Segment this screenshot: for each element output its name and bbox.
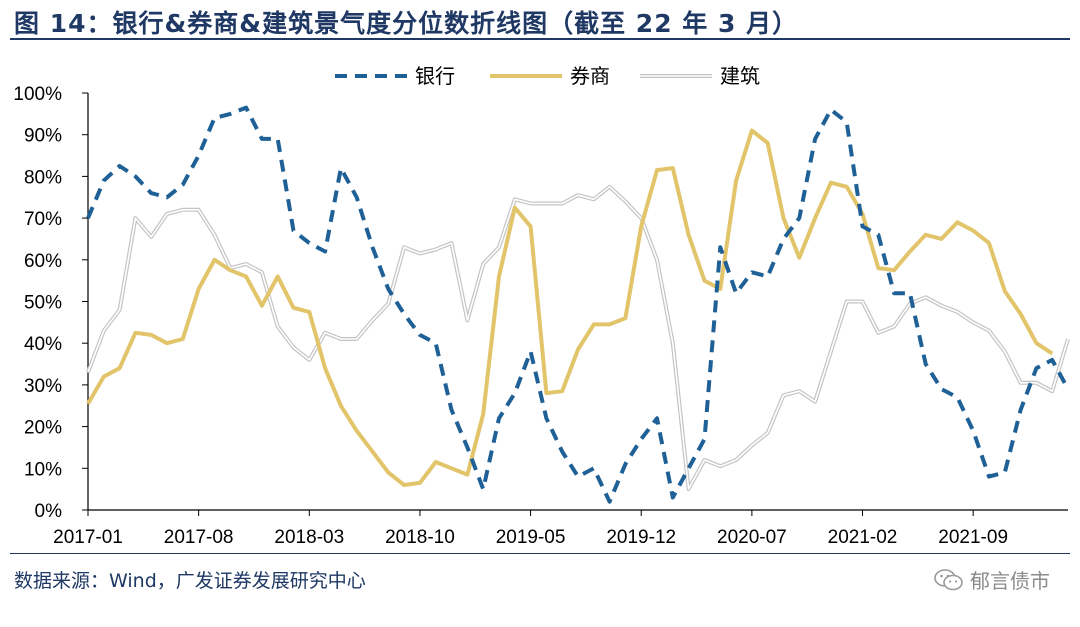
y-tick-label: 80% [24, 167, 62, 188]
series-layer [86, 105, 1070, 504]
line-chart: 0% 10% 20% 30% 40% 50% 60% 70% 80% 90% 100% 2017-01… [13, 64, 1070, 548]
x-tick-label: 2019-12 [606, 527, 676, 548]
x-tick-label: 2018-10 [385, 527, 455, 548]
footer-rule [10, 553, 1070, 554]
x-tick-label: 2021-09 [938, 527, 1008, 548]
y-tick-label: 30% [24, 376, 62, 397]
x-tick-label: 2017-08 [164, 527, 234, 548]
chart-legend: 银行 券商 建筑 [335, 64, 760, 88]
chart-title: 图 14：银行&券商&建筑景气度分位数折线图（截至 22 年 3 月） [14, 9, 799, 38]
legend-bank-label: 银行 [415, 64, 455, 88]
chart-axes: 0% 10% 20% 30% 40% 50% 60% 70% 80% 90% 100% 2017-01… [13, 84, 1068, 548]
y-tick-label: 50% [24, 293, 62, 314]
wechat-icon [934, 568, 963, 590]
watermark: 郁言债市 [934, 565, 1050, 594]
legend-broker-label: 券商 [570, 64, 610, 88]
y-tick-label: 20% [24, 418, 62, 439]
watermark-text: 郁言债市 [970, 569, 1050, 593]
y-tick-label: 40% [24, 334, 62, 355]
y-tick-label: 70% [24, 209, 62, 230]
x-tick-label: 2019-05 [496, 527, 566, 548]
x-tick-label: 2021-02 [828, 527, 898, 548]
x-tick-label: 2018-03 [274, 527, 344, 548]
x-tick-label: 2020-07 [717, 527, 787, 548]
series-line-broker [86, 128, 1054, 487]
y-tick-label: 0% [35, 501, 63, 522]
y-tick-label: 90% [24, 126, 62, 147]
legend-construction-label: 建筑 [720, 64, 760, 88]
y-tick-label: 10% [24, 459, 62, 480]
series-line-bank [86, 105, 1070, 504]
y-tick-label: 100% [13, 84, 62, 105]
source-note: 数据来源：Wind，广发证券发展研究中心 [14, 570, 366, 592]
y-tick-label: 60% [24, 251, 62, 272]
title-rule [10, 38, 1070, 40]
x-tick-label: 2017-01 [53, 527, 123, 548]
series-line-construction-inner [87, 186, 1069, 490]
